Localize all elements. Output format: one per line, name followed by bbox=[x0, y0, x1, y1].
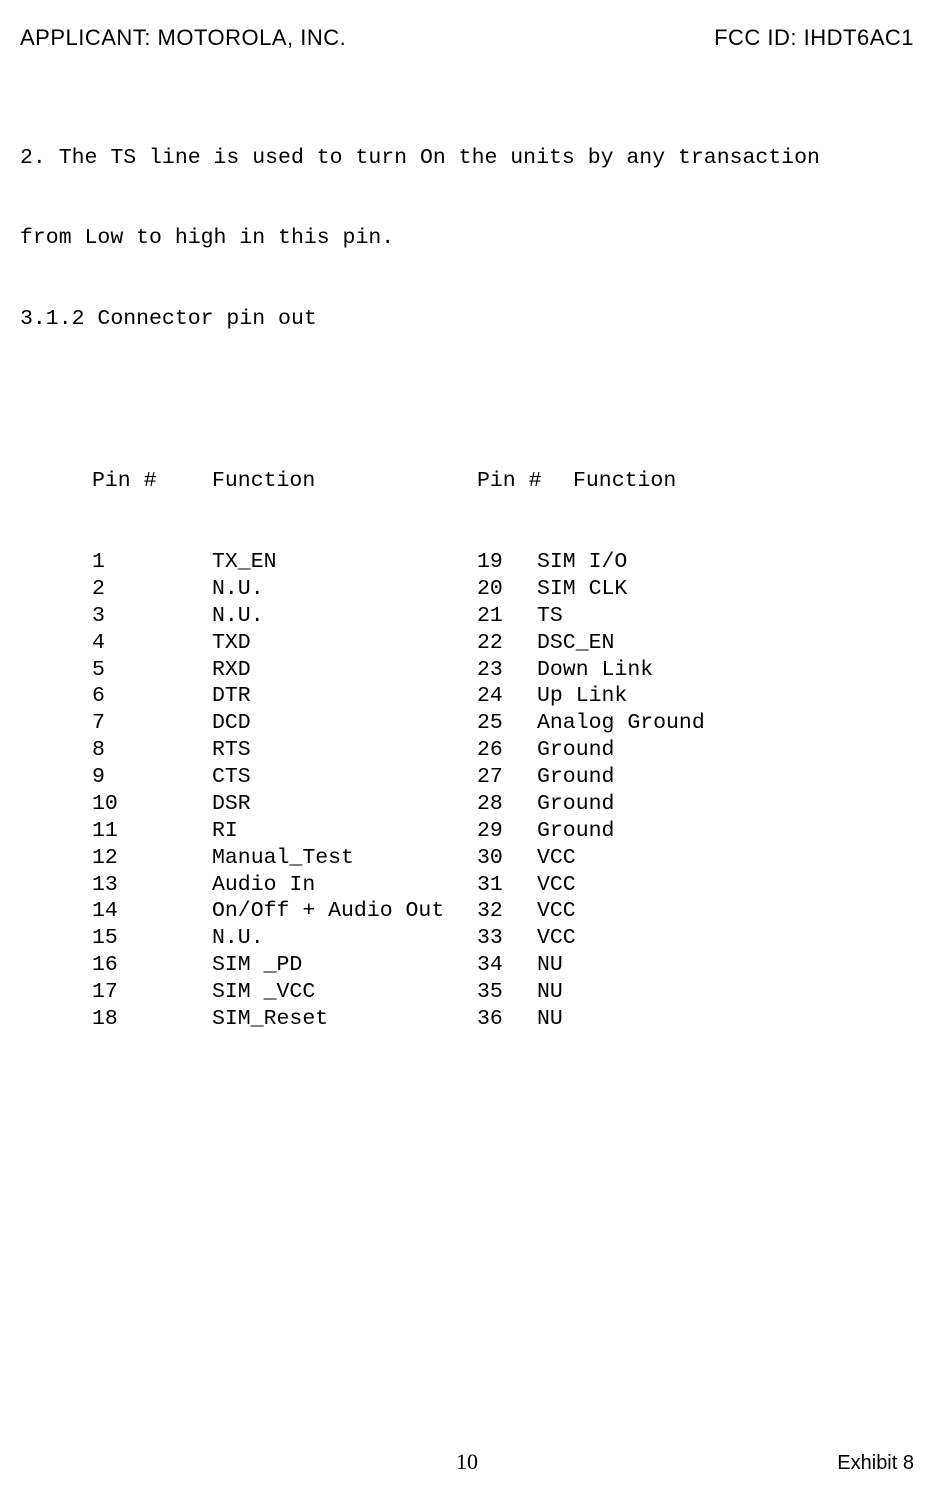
exhibit-label: Exhibit 8 bbox=[837, 1452, 914, 1475]
pinout-cell-func-left: N.U. bbox=[212, 576, 477, 603]
pinout-col-func-right: Function SIM I/OSIM CLKTSDSC_ENDown Link… bbox=[537, 415, 705, 1033]
pinout-cell-func-right: SIM CLK bbox=[537, 576, 705, 603]
pinout-cell-pin-left: 14 bbox=[92, 898, 212, 925]
pinout-cell-pin-right: 24 bbox=[477, 683, 537, 710]
pinout-cell-func-right: Ground bbox=[537, 791, 705, 818]
pinout-cell-pin-left: 16 bbox=[92, 952, 212, 979]
page-header: APPLICANT: MOTOROLA, INC. FCC ID: IHDT6A… bbox=[20, 25, 914, 51]
pinout-cell-func-left: Manual_Test bbox=[212, 845, 477, 872]
pinout-cell-func-left: SIM _PD bbox=[212, 952, 477, 979]
pinout-cell-pin-left: 12 bbox=[92, 845, 212, 872]
pinout-cell-pin-right: 35 bbox=[477, 979, 537, 1006]
pinout-cell-pin-left: 11 bbox=[92, 818, 212, 845]
pinout-cell-pin-right: 33 bbox=[477, 925, 537, 952]
pinout-cell-pin-right: 22 bbox=[477, 630, 537, 657]
pinout-cell-pin-left: 3 bbox=[92, 603, 212, 630]
pinout-cell-func-left: DSR bbox=[212, 791, 477, 818]
pinout-cell-func-right: Analog Ground bbox=[537, 710, 705, 737]
pinout-cell-func-left: RXD bbox=[212, 657, 477, 684]
pinout-cell-func-right: SIM I/O bbox=[537, 549, 705, 576]
pinout-cell-func-right: Up Link bbox=[537, 683, 705, 710]
pinout-cell-func-left: TXD bbox=[212, 630, 477, 657]
pinout-cell-func-right: VCC bbox=[537, 872, 705, 899]
pinout-cell-func-right: Ground bbox=[537, 818, 705, 845]
pinout-header-pin-left: Pin # bbox=[92, 468, 212, 495]
pinout-col-pin-right: Pin # 1920212223242526272829303132333435… bbox=[477, 415, 537, 1033]
pinout-cell-pin-right: 23 bbox=[477, 657, 537, 684]
pinout-cell-pin-right: 29 bbox=[477, 818, 537, 845]
pinout-table: Pin # 123456789101112131415161718 Functi… bbox=[20, 415, 914, 1033]
pinout-cell-func-left: N.U. bbox=[212, 925, 477, 952]
pinout-cell-func-left: SIM_Reset bbox=[212, 1006, 477, 1033]
pinout-cell-func-right: DSC_EN bbox=[537, 630, 705, 657]
pinout-cell-func-left: CTS bbox=[212, 764, 477, 791]
pinout-cell-pin-right: 27 bbox=[477, 764, 537, 791]
pinout-cell-func-right: NU bbox=[537, 979, 705, 1006]
pinout-cell-func-right: VCC bbox=[537, 845, 705, 872]
pinout-cell-pin-right: 32 bbox=[477, 898, 537, 925]
pinout-cell-pin-left: 9 bbox=[92, 764, 212, 791]
page-number: 10 bbox=[456, 1449, 478, 1475]
pinout-cell-pin-right: 25 bbox=[477, 710, 537, 737]
pinout-cell-func-left: RI bbox=[212, 818, 477, 845]
pinout-cell-pin-right: 26 bbox=[477, 737, 537, 764]
pinout-cell-pin-left: 13 bbox=[92, 872, 212, 899]
pinout-cell-func-right: TS bbox=[537, 603, 705, 630]
body-line-3: 3.1.2 Connector pin out bbox=[20, 306, 914, 333]
page-footer: 10 Exhibit 8 bbox=[0, 1449, 934, 1475]
pinout-cell-func-left: RTS bbox=[212, 737, 477, 764]
pinout-cell-pin-right: 21 bbox=[477, 603, 537, 630]
pinout-header-func-left: Function bbox=[212, 468, 477, 495]
body-line-1: 2. The TS line is used to turn On the un… bbox=[20, 145, 914, 172]
pinout-cell-pin-right: 34 bbox=[477, 952, 537, 979]
pinout-cell-func-right: Down Link bbox=[537, 657, 705, 684]
pinout-cell-pin-left: 15 bbox=[92, 925, 212, 952]
pinout-cell-pin-left: 6 bbox=[92, 683, 212, 710]
pinout-cell-pin-left: 4 bbox=[92, 630, 212, 657]
pinout-cell-func-right: VCC bbox=[537, 925, 705, 952]
pinout-cell-func-left: TX_EN bbox=[212, 549, 477, 576]
pinout-cell-func-right: Ground bbox=[537, 764, 705, 791]
pinout-cell-func-left: Audio In bbox=[212, 872, 477, 899]
pinout-cell-pin-left: 8 bbox=[92, 737, 212, 764]
pinout-cell-pin-right: 36 bbox=[477, 1006, 537, 1033]
pinout-cell-func-right: Ground bbox=[537, 737, 705, 764]
pinout-header-pin-right: Pin # bbox=[477, 468, 537, 495]
pinout-col-pin-left: Pin # 123456789101112131415161718 bbox=[92, 415, 212, 1033]
pinout-cell-pin-right: 30 bbox=[477, 845, 537, 872]
pinout-header-func-right: Function bbox=[537, 468, 705, 495]
pinout-cell-func-left: On/Off + Audio Out bbox=[212, 898, 477, 925]
pinout-cell-func-left: DCD bbox=[212, 710, 477, 737]
pinout-cell-pin-right: 28 bbox=[477, 791, 537, 818]
pinout-cell-pin-left: 5 bbox=[92, 657, 212, 684]
applicant-label: APPLICANT: MOTOROLA, INC. bbox=[20, 25, 346, 51]
pinout-cell-pin-left: 10 bbox=[92, 791, 212, 818]
fcc-id-label: FCC ID: IHDT6AC1 bbox=[714, 25, 914, 51]
pinout-cell-pin-left: 18 bbox=[92, 1006, 212, 1033]
pinout-cell-pin-right: 20 bbox=[477, 576, 537, 603]
pinout-cell-func-right: VCC bbox=[537, 898, 705, 925]
pinout-cell-func-right: NU bbox=[537, 1006, 705, 1033]
pinout-cell-pin-left: 2 bbox=[92, 576, 212, 603]
pinout-cell-func-left: DTR bbox=[212, 683, 477, 710]
pinout-col-func-left: Function TX_ENN.U.N.U.TXDRXDDTRDCDRTSCTS… bbox=[212, 415, 477, 1033]
pinout-cell-pin-right: 19 bbox=[477, 549, 537, 576]
pinout-cell-func-left: SIM _VCC bbox=[212, 979, 477, 1006]
body-line-2: from Low to high in this pin. bbox=[20, 225, 914, 252]
pinout-cell-func-left: N.U. bbox=[212, 603, 477, 630]
pinout-cell-pin-left: 1 bbox=[92, 549, 212, 576]
pinout-cell-pin-right: 31 bbox=[477, 872, 537, 899]
body-text-block: 2. The TS line is used to turn On the un… bbox=[20, 91, 914, 387]
pinout-cell-pin-left: 7 bbox=[92, 710, 212, 737]
pinout-cell-func-right: NU bbox=[537, 952, 705, 979]
pinout-cell-pin-left: 17 bbox=[92, 979, 212, 1006]
document-page: APPLICANT: MOTOROLA, INC. FCC ID: IHDT6A… bbox=[0, 0, 934, 1495]
